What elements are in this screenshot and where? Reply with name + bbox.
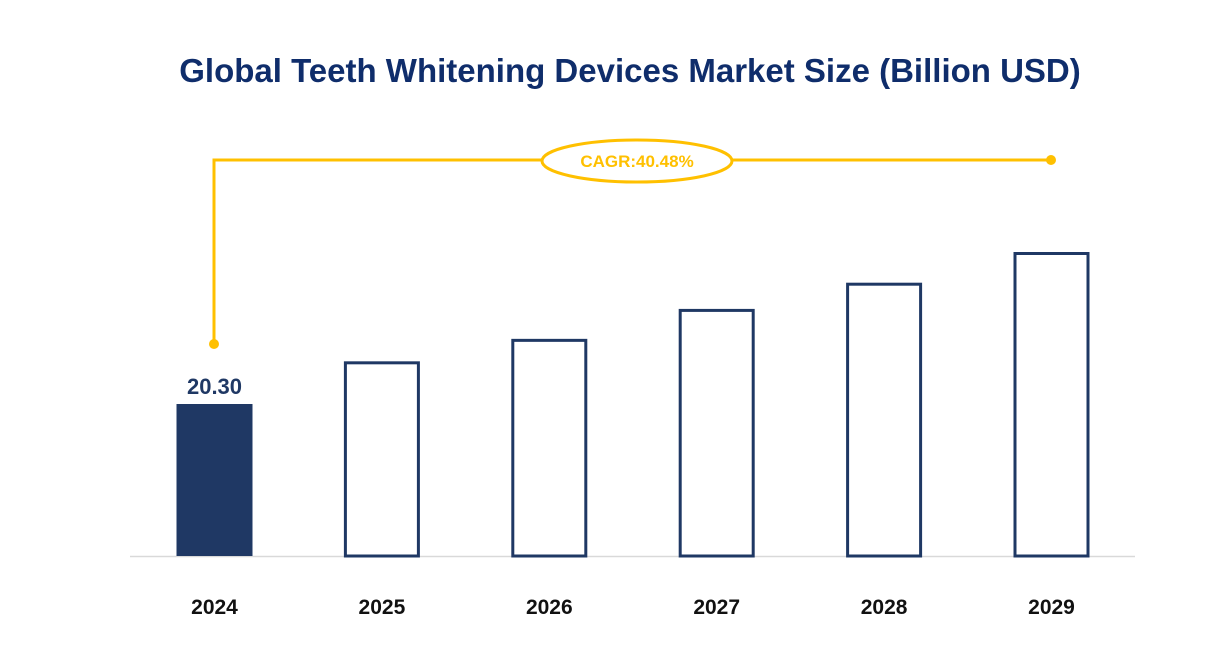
data-label: 20.30 (187, 374, 242, 399)
bar-2024 (176, 404, 253, 556)
cagr-end-dot (1046, 155, 1056, 165)
bar-2025 (343, 361, 420, 558)
cagr-label: CAGR:40.48% (580, 152, 693, 171)
x-tick-label: 2024 (191, 596, 238, 619)
x-tick-label: 2029 (1028, 596, 1075, 619)
x-tick-label: 2026 (526, 596, 573, 619)
cagr-ellipse (540, 138, 734, 184)
x-tick-label: 2025 (359, 596, 406, 619)
chart-title: Global Teeth Whitening Devices Market Si… (179, 52, 1081, 89)
bar-2026 (511, 338, 588, 558)
bar-2029 (1013, 252, 1090, 558)
cagr-start-dot (209, 339, 219, 349)
x-tick-label: 2027 (693, 596, 740, 619)
x-tick-label: 2028 (861, 596, 908, 619)
cagr-annotation: CAGR:40.48% (209, 138, 1056, 349)
bar-2027 (678, 308, 755, 558)
cagr-line-left (212, 158, 542, 344)
bar-2028 (846, 282, 923, 558)
